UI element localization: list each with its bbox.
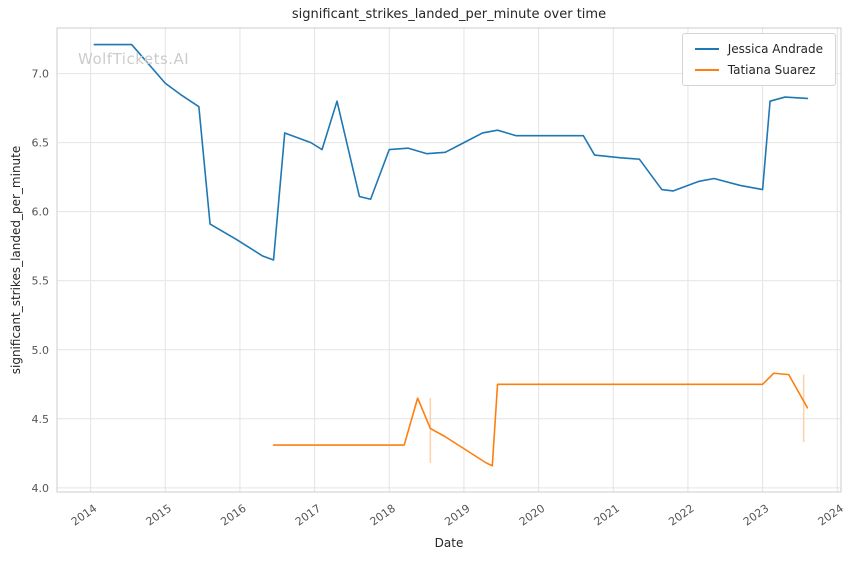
y-tick-label: 5.0 [32,344,50,357]
y-axis-label: significant_strikes_landed_per_minute [9,145,23,375]
x-tick-label: 2017 [293,502,323,529]
plot-border [56,27,842,493]
x-tick-label: 2021 [592,502,622,529]
legend: Jessica Andrade Tatiana Suarez [681,33,836,86]
watermark: WolfTickets.AI [78,50,190,68]
y-tick-label: 7.0 [32,68,50,81]
legend-label-tatiana-suarez: Tatiana Suarez [727,63,816,77]
legend-label-jessica-andrade: Jessica Andrade [727,42,823,56]
x-tick-label: 2014 [69,502,99,529]
legend-line-swatch-orange [694,69,719,71]
x-tick-label: 2018 [368,502,398,529]
legend-item-jessica-andrade: Jessica Andrade [694,42,823,56]
x-tick-label: 2024 [816,502,846,529]
chart-title: significant_strikes_landed_per_minute ov… [291,7,607,22]
y-tick-label: 6.5 [32,137,50,150]
legend-item-tatiana-suarez: Tatiana Suarez [694,63,823,77]
series-line-tatiana-suarez [272,372,809,467]
x-tick-label: 2022 [666,502,696,529]
x-tick-label: 2019 [442,502,472,529]
x-tick-label: 2016 [218,502,248,529]
y-tick-label: 5.5 [32,275,50,288]
x-tick-label: 2023 [741,502,771,529]
legend-line-swatch-blue [694,48,719,50]
y-tick-label: 4.0 [32,482,50,495]
y-tick-label: 6.0 [32,206,50,219]
x-axis-label: Date [434,536,464,550]
x-tick-label: 2020 [517,502,547,529]
y-tick-label: 4.5 [32,413,50,426]
series-line-jessica-andrade [93,43,809,261]
x-tick-label: 2015 [144,502,174,529]
